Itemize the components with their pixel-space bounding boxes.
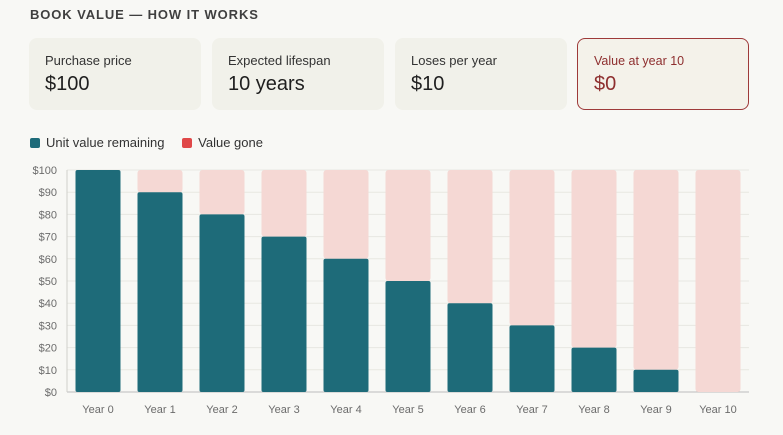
x-tick-label: Year 2 [206,404,237,416]
legend-item-remaining: Unit value remaining [30,135,165,150]
x-tick-label: Year 4 [330,404,361,416]
card-label: Loses per year [411,53,497,68]
bar-value-remaining [199,214,245,392]
card-value-at-year-10: Value at year 10 $0 [577,38,749,110]
bar-value-remaining [323,258,369,392]
bar-value-gone [323,170,369,259]
y-tick-label: $60 [39,254,57,266]
y-tick-label: $30 [39,320,57,332]
bar-value-gone [695,170,741,392]
y-tick-label: $80 [39,209,57,221]
y-tick-label: $40 [39,298,57,310]
card-loses-per-year: Loses per year $10 [395,38,567,110]
bar-value-gone [447,170,493,304]
y-tick-label: $90 [39,187,57,199]
x-tick-label: Year 10 [699,404,737,416]
card-label: Expected lifespan [228,53,331,68]
x-tick-label: Year 8 [578,404,609,416]
legend-swatch [182,137,193,148]
chart-legend: Unit value remaining Value gone [30,135,277,151]
bar-value-gone [571,170,617,348]
bar-value-remaining [633,369,679,392]
y-tick-label: $0 [45,387,57,399]
bar-value-gone [633,170,679,370]
card-expected-lifespan: Expected lifespan 10 years [212,38,384,110]
bar-value-remaining [261,236,307,392]
x-tick-label: Year 6 [454,404,485,416]
card-purchase-price: Purchase price $100 [29,38,201,110]
x-tick-label: Year 1 [144,404,175,416]
x-tick-label: Year 0 [82,404,113,416]
bar-chart: $0 $10 $20 $30 $40 $50 $60 $70 $80 $90 $100 Year 0 Y… [33,165,749,416]
card-label: Purchase price [45,53,132,68]
bar-value-remaining [571,347,617,392]
legend-swatch [30,137,40,148]
card-value: $100 [45,73,90,95]
bar-value-remaining [385,281,431,392]
y-tick-label: $50 [39,276,57,288]
x-tick-label: Year 5 [392,404,423,416]
bar-value-remaining [75,170,121,392]
bar-value-remaining [509,325,555,392]
y-tick-label: $20 [39,343,57,355]
bar-value-gone [199,170,245,215]
y-tick-label: $70 [39,232,57,244]
page-title: BOOK VALUE — HOW IT WORKS [30,7,259,22]
legend-label: Unit value remaining [46,135,165,150]
legend-label: Value gone [198,135,263,150]
card-value: $10 [411,73,445,95]
bar-value-gone [261,170,307,237]
bar-value-gone [137,170,183,193]
bar-value-remaining [447,303,493,392]
y-tick-label: $100 [33,165,57,177]
x-tick-label: Year 7 [516,404,547,416]
y-tick-label: $10 [39,365,57,377]
card-label: Value at year 10 [594,54,685,68]
x-tick-label: Year 3 [268,404,299,416]
x-tick-label: Year 9 [640,404,671,416]
bar-value-remaining [137,192,183,392]
legend-item-gone: Value gone [182,135,263,150]
card-value: 10 years [228,73,305,95]
bar-value-gone [509,170,555,326]
card-value: $0 [594,73,617,95]
bar-value-gone [385,170,431,281]
